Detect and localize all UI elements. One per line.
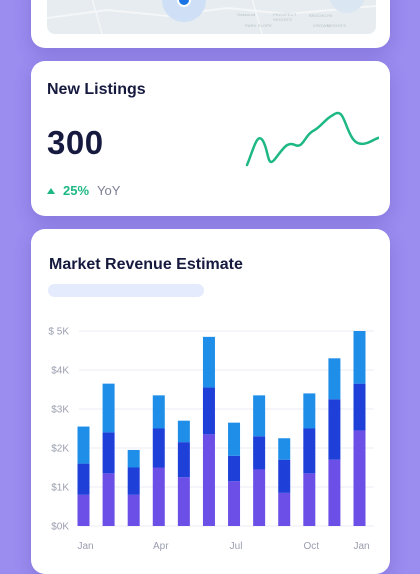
bar-segment (127, 449, 140, 468)
change-percent: 25% (63, 183, 90, 198)
bar-segment (253, 395, 266, 437)
trend-up-icon (47, 187, 55, 194)
map-label: PROSPECT (273, 12, 297, 17)
bar-segment (102, 432, 115, 474)
bar-segment (77, 426, 90, 464)
bar-segment (228, 481, 241, 526)
bar-segment (328, 399, 341, 460)
location-radius (162, 0, 206, 22)
location-pin-icon (179, 0, 189, 5)
bar-segment (102, 473, 115, 526)
card-title: Market Revenue Estimate (49, 256, 243, 273)
new-listings-card[interactable]: New Listings 300 25% YoY (31, 61, 390, 216)
map-label: HEIGHTS (327, 23, 347, 28)
y-tick-label: $2K (51, 444, 69, 455)
bar-segment (278, 438, 291, 460)
revenue-bar-chart: $0K $1K $2K $3K $4K $ 5K Jan Apr Jul Oct Jan (48, 327, 374, 552)
bar-segment (303, 473, 316, 526)
bar-segment (353, 331, 366, 384)
card-title: New Listings (47, 81, 146, 98)
bar-segment (278, 492, 291, 526)
bar-segment (228, 455, 241, 482)
bar-segment (353, 430, 366, 526)
map-label: BROOKLYN (309, 13, 333, 18)
bar-segment (127, 494, 140, 526)
change-period: YoY (97, 183, 121, 198)
bar-segment (177, 477, 190, 526)
bar-segment (253, 469, 266, 526)
map-label: PARK SLOPE (245, 23, 273, 28)
map-label: Oakwood (237, 12, 256, 17)
bar-segment (177, 420, 190, 443)
listings-count: 300 (47, 124, 104, 161)
bar-segment (77, 463, 90, 495)
bar-segment (353, 383, 366, 431)
subtitle-placeholder (48, 284, 204, 297)
map-card: Oakwood PROSPECT HEIGHTS BROOKLYN PARK S… (31, 0, 390, 48)
map-label: HEIGHTS (273, 17, 293, 22)
y-tick-label: $4K (51, 366, 69, 377)
bar-segment (202, 387, 215, 435)
map-view[interactable]: Oakwood PROSPECT HEIGHTS BROOKLYN PARK S… (47, 0, 376, 34)
x-tick-label: Oct (304, 541, 320, 552)
bar-segment (77, 494, 90, 526)
bar-segment (152, 428, 165, 468)
x-tick-label: Jan (353, 541, 369, 552)
x-tick-label: Jul (230, 541, 243, 552)
map-roads (47, 0, 376, 34)
trend-sparkline (245, 111, 379, 167)
bar-segment (202, 434, 215, 526)
bar-segment (152, 467, 165, 526)
map-label: CROWN (313, 23, 330, 28)
bar-segment (202, 336, 215, 388)
yoy-change: 25% YoY (47, 183, 120, 198)
bar-segment (253, 436, 266, 470)
bar-segment (152, 395, 165, 429)
bar-segment (228, 422, 241, 456)
bar-segment (278, 459, 291, 493)
x-tick-label: Jan (77, 541, 93, 552)
bar-segment (127, 467, 140, 495)
bar-segment (177, 442, 190, 478)
y-tick-label: $0K (51, 522, 69, 533)
y-tick-label: $1K (51, 483, 69, 494)
x-tick-label: Apr (153, 541, 169, 552)
bar-segment (328, 459, 341, 526)
y-tick-label: $ 5K (48, 327, 69, 338)
bar-segment (328, 358, 341, 400)
market-revenue-card[interactable]: Market Revenue Estimate $0K $1K $2K $3K $4K $… (31, 229, 390, 574)
y-tick-label: $3K (51, 405, 69, 416)
bar-segment (303, 428, 316, 474)
bar-segment (303, 393, 316, 429)
bar-segment (102, 383, 115, 433)
